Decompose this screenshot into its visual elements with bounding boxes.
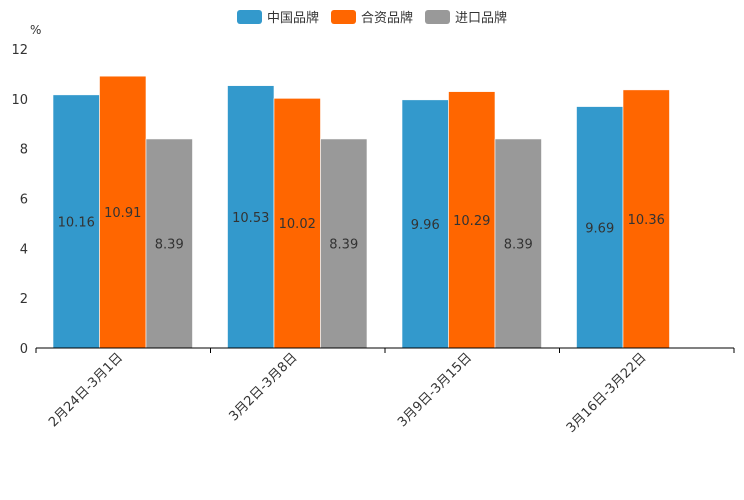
legend-item[interactable]: 合资品牌 xyxy=(330,7,413,26)
y-tick-label: 12 xyxy=(11,43,28,58)
bar-1-1 xyxy=(52,94,100,349)
data-label: 10.53 xyxy=(232,211,269,226)
data-label: 8.39 xyxy=(329,237,358,252)
data-label: 10.02 xyxy=(279,217,316,232)
legend-item[interactable]: 进口品牌 xyxy=(425,7,507,26)
bar-2-4 xyxy=(622,89,670,349)
legend-swatch xyxy=(425,9,450,24)
legend-swatch xyxy=(236,9,262,24)
x-tick-label: 3月16日-3月22日 xyxy=(564,350,650,436)
y-tick-label: 4 xyxy=(20,242,28,257)
legend-swatch xyxy=(330,9,356,24)
data-label: 10.16 xyxy=(58,215,95,230)
data-label: 10.91 xyxy=(104,206,141,221)
x-tick-label: 3月9日-3月15日 xyxy=(395,350,475,430)
data-label: 9.96 xyxy=(411,218,440,233)
bar-3-2 xyxy=(320,138,368,349)
y-tick-label: 6 xyxy=(20,193,28,208)
data-label: 8.39 xyxy=(504,237,533,252)
legend-item[interactable]: 中国品牌 xyxy=(236,7,319,26)
x-tick-label: 2月24日-3月1日 xyxy=(46,350,126,430)
bar-1-2 xyxy=(227,85,275,349)
data-label: 10.36 xyxy=(628,213,665,228)
data-label: 9.69 xyxy=(585,221,614,236)
y-tick-label: 10 xyxy=(11,93,28,108)
y-tick-label: 0 xyxy=(20,342,28,357)
bar-3-3 xyxy=(494,138,542,349)
legend-label: 进口品牌 xyxy=(455,11,508,26)
bar-3-1 xyxy=(145,138,193,349)
legend: 中国品牌 合资品牌 进口品牌 xyxy=(0,7,744,26)
data-label: 10.29 xyxy=(453,214,490,229)
y-axis-unit: % xyxy=(30,23,41,37)
data-label: 8.39 xyxy=(155,237,184,252)
y-tick-label: 8 xyxy=(20,143,28,158)
y-tick-label: 2 xyxy=(20,292,28,307)
legend-label: 合资品牌 xyxy=(360,11,413,26)
legend-label: 中国品牌 xyxy=(266,11,319,26)
x-tick-label: 3月2日-3月8日 xyxy=(226,350,300,424)
